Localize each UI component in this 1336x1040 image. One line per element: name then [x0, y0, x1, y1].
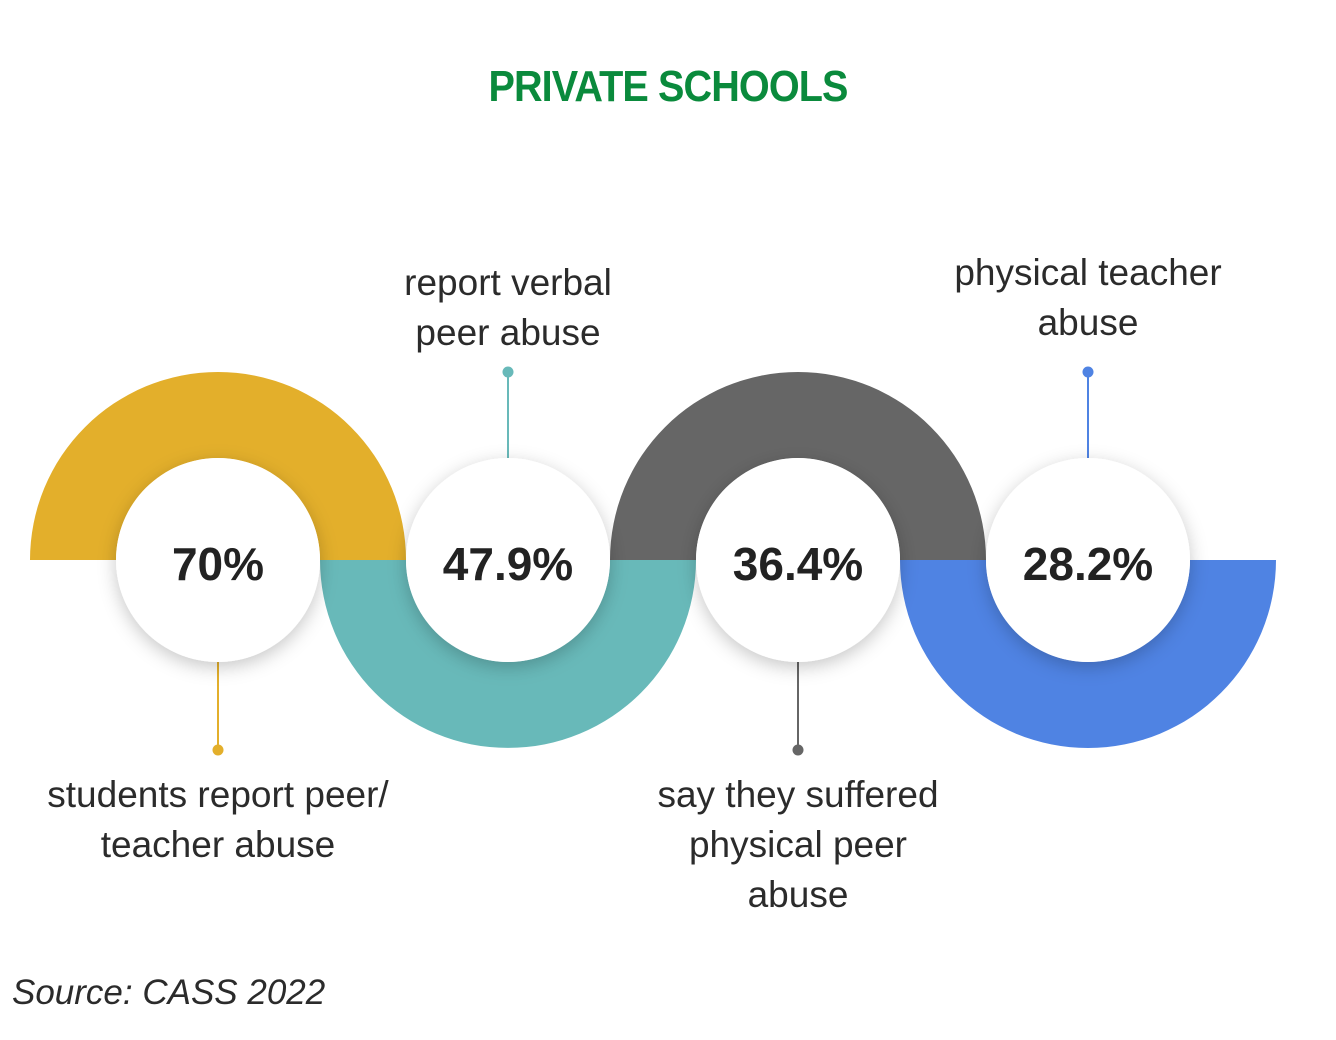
caption-1: students report peer/ teacher abuse	[47, 774, 389, 865]
value-label-2: 47.9%	[443, 538, 573, 590]
value-label-3: 36.4%	[733, 538, 863, 590]
value-circle-layer: 70% 47.9% 36.4% 28.2%	[116, 458, 1190, 662]
value-circle-3	[696, 458, 900, 662]
caption-2: report verbal peer abuse	[404, 262, 612, 353]
connector-dot-1	[212, 744, 224, 756]
value-circle-2	[406, 458, 610, 662]
value-label-1: 70%	[172, 538, 264, 590]
connector-layer	[212, 366, 1094, 756]
arc-3	[610, 372, 986, 560]
source-note: Source: CASS 2022	[12, 973, 326, 1012]
arc-layer	[30, 372, 1276, 748]
arc-2	[320, 560, 696, 748]
value-circle-1	[116, 458, 320, 662]
value-circle-4	[986, 458, 1190, 662]
connector-dot-4	[1082, 366, 1094, 378]
caption-4: physical teacher abuse	[954, 252, 1222, 343]
connector-dot-3	[792, 744, 804, 756]
chart-title: PRIVATE SCHOOLS	[488, 62, 848, 111]
caption-3: say they suffered physical peer abuse	[657, 774, 939, 915]
value-label-4: 28.2%	[1023, 538, 1153, 590]
arc-1	[30, 372, 406, 560]
connector-dot-2	[502, 366, 514, 378]
arc-4	[900, 560, 1276, 748]
